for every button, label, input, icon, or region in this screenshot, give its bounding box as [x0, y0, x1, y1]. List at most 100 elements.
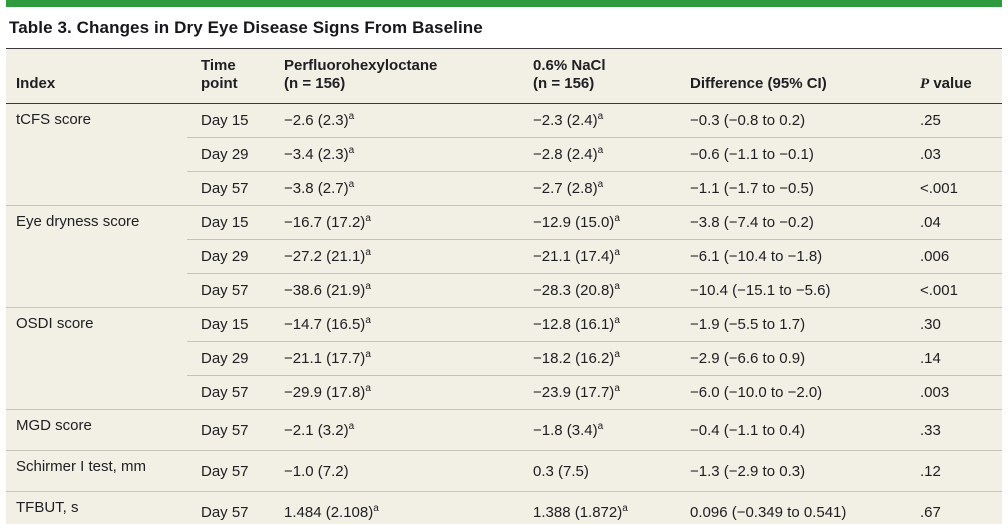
- col-header-nacl: 0.6% NaCl (n = 156): [519, 48, 676, 104]
- drug-value-cell: −21.1 (17.7)a: [270, 341, 519, 376]
- drug-value-cell: −1.0 (7.2): [270, 450, 519, 492]
- difference-cell: −0.3 (−0.8 to 0.2): [690, 112, 806, 129]
- data-table: Index Time point Perfluorohexyloctane (n =…: [6, 48, 1002, 524]
- footnote-marker-a: a: [365, 315, 371, 326]
- footnote-marker-a: a: [348, 111, 355, 122]
- col-header-index-label: Index: [16, 75, 56, 93]
- footnote-marker-a: a: [614, 247, 620, 258]
- col-header-perfluorohexyloctane: Perfluorohexyloctane (n = 156): [270, 48, 519, 104]
- footnote-marker-a: a: [348, 420, 355, 432]
- p-value-cell: .12: [906, 450, 1002, 492]
- control-value-cell: −18.2 (16.2)a: [519, 341, 676, 376]
- difference-cell: −6.1 (−10.4 to −1.8): [676, 239, 906, 274]
- footnote-marker-a: a: [348, 145, 355, 156]
- control-value-cell: −28.3 (20.8)a: [519, 273, 676, 308]
- control-value-cell: 1.388 (1.872)a: [519, 491, 676, 524]
- time-point-cell: Day 29: [187, 239, 270, 274]
- p-value-cell: .03: [906, 137, 1002, 172]
- difference-cell: −6.0 (−10.0 to −2.0): [676, 375, 906, 410]
- drug-value-cell: −3.8 (2.7)a: [270, 171, 519, 206]
- index-cell: Eye dryness score: [6, 205, 187, 308]
- footnote-marker-a: a: [365, 247, 371, 258]
- control-value-cell: −12.9 (15.0)a: [519, 205, 676, 240]
- time-point-cell: Day 57: [187, 171, 270, 206]
- p-value-cell: .33: [906, 409, 1002, 451]
- col-header-index: Index: [6, 48, 187, 104]
- accent-bar: [6, 0, 1002, 7]
- time-point-cell: Day 15: [187, 307, 270, 342]
- p-value-cell: .14: [906, 341, 1002, 376]
- table-row: Day 29 −21.1 (17.7)a −18.2 (16.2)a −2.9 …: [6, 341, 1002, 376]
- footnote-marker-a: a: [614, 383, 620, 394]
- header-row: Index Time point Perfluorohexyloctane (n =…: [6, 48, 1002, 104]
- index-cell: MGD score: [6, 409, 187, 451]
- p-value-cell: .04: [906, 205, 1002, 240]
- table-row: Day 57 −29.9 (17.8)a −23.9 (17.7)a −6.0 …: [6, 375, 1002, 410]
- footnote-marker-a: a: [614, 281, 620, 292]
- p-value-cell: .67: [906, 491, 1002, 524]
- drug-value-cell: 1.484 (2.108)a: [270, 491, 519, 524]
- control-value-cell: −2.8 (2.4)a: [519, 137, 676, 172]
- time-point-cell: Day 15: [201, 112, 249, 129]
- index-cell: tCFS score: [16, 111, 92, 128]
- table-row: Day 57 −38.6 (21.9)a −28.3 (20.8)a −10.4…: [6, 273, 1002, 308]
- time-point-cell: Day 57: [187, 450, 270, 492]
- drug-value-cell: −2.6 (2.3)a: [284, 111, 355, 130]
- footnote-marker-a: a: [365, 213, 371, 224]
- drug-value-cell: −29.9 (17.8)a: [270, 375, 519, 410]
- footnote-marker-a: a: [614, 349, 620, 360]
- footnote-marker-a: a: [365, 281, 371, 292]
- index-cell: OSDI score: [6, 307, 187, 410]
- table-row: Day 29 −27.2 (21.1)a −21.1 (17.4)a −6.1 …: [6, 239, 1002, 274]
- table-row: Eye dryness score Day 15 −16.7 (17.2)a −…: [6, 205, 1002, 308]
- footnote-marker-a: a: [614, 315, 620, 326]
- index-cell: TFBUT, s: [6, 491, 187, 524]
- footnote-marker-a: a: [614, 213, 620, 224]
- drug-value-cell: −14.7 (16.5)a: [270, 307, 519, 342]
- footnote-marker-a: a: [348, 179, 355, 190]
- control-value-cell: −12.8 (16.1)a: [519, 307, 676, 342]
- table-row: MGD score Day 57 −2.1 (3.2)a −1.8 (3.4)a…: [6, 409, 1002, 451]
- difference-cell: −0.4 (−1.1 to 0.4): [676, 409, 906, 451]
- control-value-cell: −2.3 (2.4)a: [533, 111, 604, 130]
- difference-cell: 0.096 (−0.349 to 0.541): [676, 491, 906, 524]
- table-title: Table 3. Changes in Dry Eye Disease Sign…: [9, 18, 483, 37]
- time-point-cell: Day 15: [187, 205, 270, 240]
- p-value-cell: .003: [906, 375, 1002, 410]
- difference-cell: −10.4 (−15.1 to −5.6): [676, 273, 906, 308]
- col-header-difference: Difference (95% CI): [676, 48, 906, 104]
- footnote-marker-a: a: [597, 179, 604, 190]
- table-row: Day 29 −3.4 (2.3)a −2.8 (2.4)a −0.6 (−1.…: [6, 137, 1002, 172]
- time-point-cell: Day 57: [187, 273, 270, 308]
- time-point-cell: Day 29: [187, 341, 270, 376]
- drug-value-cell: −3.4 (2.3)a: [270, 137, 519, 172]
- table-row: OSDI score Day 15 −14.7 (16.5)a −12.8 (1…: [6, 307, 1002, 410]
- control-value-cell: −21.1 (17.4)a: [519, 239, 676, 274]
- table-row: TFBUT, s Day 57 1.484 (2.108)a 1.388 (1.…: [6, 491, 1002, 524]
- p-value-cell: .30: [906, 307, 1002, 342]
- p-value-cell: .006: [906, 239, 1002, 274]
- drug-value-cell: −38.6 (21.9)a: [270, 273, 519, 308]
- footnote-marker-a: a: [597, 145, 604, 156]
- time-point-cell: Day 57: [187, 409, 270, 451]
- control-value-cell: −23.9 (17.7)a: [519, 375, 676, 410]
- footnote-marker-a: a: [365, 383, 371, 394]
- time-point-cell: Day 57: [187, 375, 270, 410]
- control-value-cell: −1.8 (3.4)a: [519, 409, 676, 451]
- drug-value-cell: −16.7 (17.2)a: [270, 205, 519, 240]
- control-value-cell: 0.3 (7.5): [519, 450, 676, 492]
- drug-value-cell: −27.2 (21.1)a: [270, 239, 519, 274]
- footnote-marker-a: a: [622, 502, 628, 514]
- p-value-cell: .25: [920, 112, 941, 129]
- difference-cell: −1.1 (−1.7 to −0.5): [676, 171, 906, 206]
- table-row: Schirmer I test, mm Day 57 −1.0 (7.2) 0.…: [6, 450, 1002, 492]
- difference-cell: −0.6 (−1.1 to −0.1): [676, 137, 906, 172]
- col-header-p-value: P value: [906, 48, 1002, 104]
- p-value-cell: <.001: [906, 171, 1002, 206]
- drug-value-cell: −2.1 (3.2)a: [270, 409, 519, 451]
- control-value-cell: −2.7 (2.8)a: [519, 171, 676, 206]
- table-row: Day 57 −3.8 (2.7)a −2.7 (2.8)a −1.1 (−1.…: [6, 171, 1002, 206]
- difference-cell: −1.9 (−5.5 to 1.7): [676, 307, 906, 342]
- table-row: tCFS score Day 15 −2.6 (2.3)a −2.3 (2.4)…: [6, 104, 1002, 138]
